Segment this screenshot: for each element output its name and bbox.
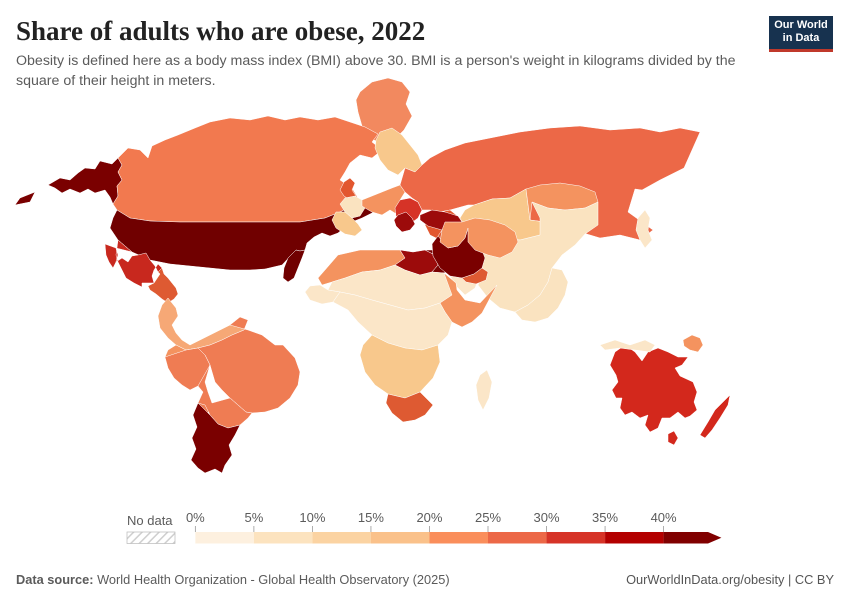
svg-text:5%: 5% bbox=[244, 510, 263, 525]
svg-text:No data: No data bbox=[127, 513, 173, 528]
svg-text:0%: 0% bbox=[186, 510, 205, 525]
svg-text:30%: 30% bbox=[534, 510, 560, 525]
svg-text:20%: 20% bbox=[416, 510, 442, 525]
svg-text:10%: 10% bbox=[299, 510, 325, 525]
svg-text:25%: 25% bbox=[475, 510, 501, 525]
svg-text:35%: 35% bbox=[592, 510, 618, 525]
svg-text:40%: 40% bbox=[651, 510, 677, 525]
svg-text:15%: 15% bbox=[358, 510, 384, 525]
